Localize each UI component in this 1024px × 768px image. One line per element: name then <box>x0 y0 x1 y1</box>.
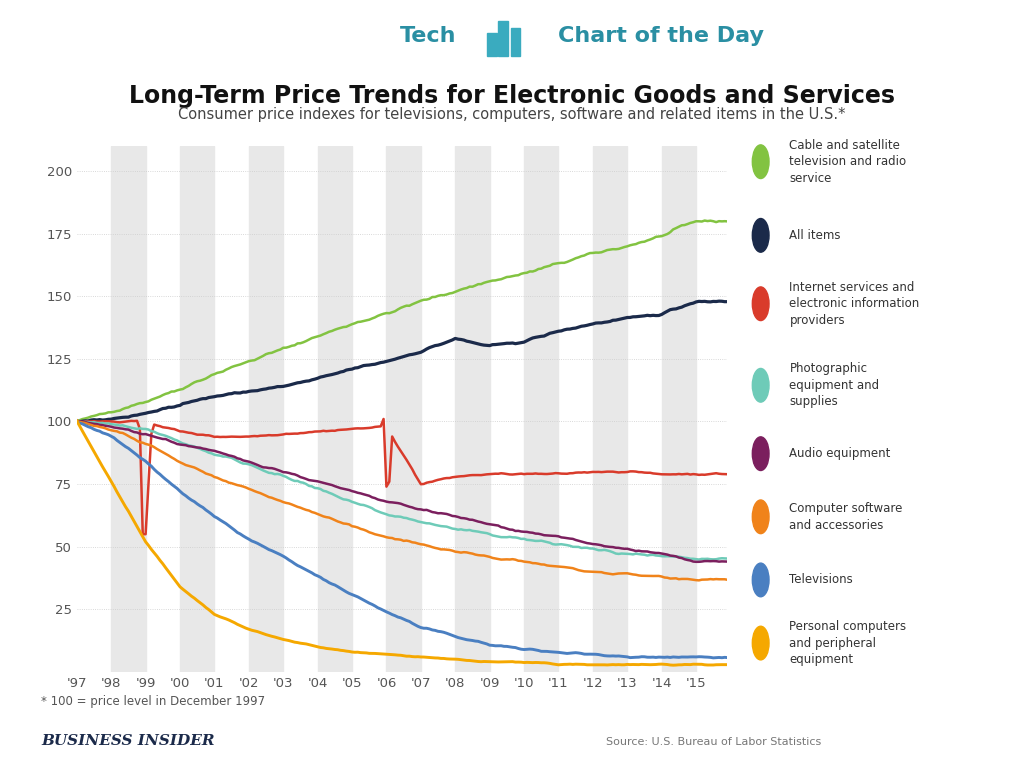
Text: Long-Term Price Trends for Electronic Goods and Services: Long-Term Price Trends for Electronic Go… <box>129 84 895 108</box>
Text: Personal computers
and peripheral
equipment: Personal computers and peripheral equipm… <box>790 620 906 666</box>
Bar <box>180 146 214 672</box>
Bar <box>511 28 520 55</box>
Circle shape <box>753 287 769 320</box>
Bar <box>112 146 145 672</box>
Circle shape <box>753 437 769 471</box>
Text: Internet services and
electronic information
providers: Internet services and electronic informa… <box>790 281 920 326</box>
Bar <box>498 21 508 55</box>
Circle shape <box>753 500 769 534</box>
Text: Consumer price indexes for televisions, computers, software and related items in: Consumer price indexes for televisions, … <box>178 107 846 122</box>
Bar <box>386 146 421 672</box>
Bar <box>249 146 284 672</box>
Circle shape <box>753 626 769 660</box>
Circle shape <box>753 369 769 402</box>
Bar <box>456 146 489 672</box>
Bar <box>487 33 497 55</box>
Text: Source: U.S. Bureau of Labor Statistics: Source: U.S. Bureau of Labor Statistics <box>606 737 821 747</box>
Text: Computer software
and accessories: Computer software and accessories <box>790 502 903 531</box>
Text: Photographic
equipment and
supplies: Photographic equipment and supplies <box>790 362 880 409</box>
Circle shape <box>753 145 769 178</box>
Circle shape <box>753 563 769 597</box>
Bar <box>524 146 558 672</box>
Circle shape <box>753 219 769 252</box>
Bar <box>317 146 352 672</box>
Bar <box>662 146 696 672</box>
Text: Tech: Tech <box>400 25 457 46</box>
Text: All items: All items <box>790 229 841 242</box>
Text: Cable and satellite
television and radio
service: Cable and satellite television and radio… <box>790 139 906 184</box>
Text: * 100 = price level in December 1997: * 100 = price level in December 1997 <box>41 695 265 708</box>
Text: Chart of the Day: Chart of the Day <box>558 25 764 46</box>
Text: BUSINESS INSIDER: BUSINESS INSIDER <box>41 734 214 748</box>
Text: Audio equipment: Audio equipment <box>790 447 891 460</box>
Text: Televisions: Televisions <box>790 574 853 587</box>
Bar <box>593 146 628 672</box>
